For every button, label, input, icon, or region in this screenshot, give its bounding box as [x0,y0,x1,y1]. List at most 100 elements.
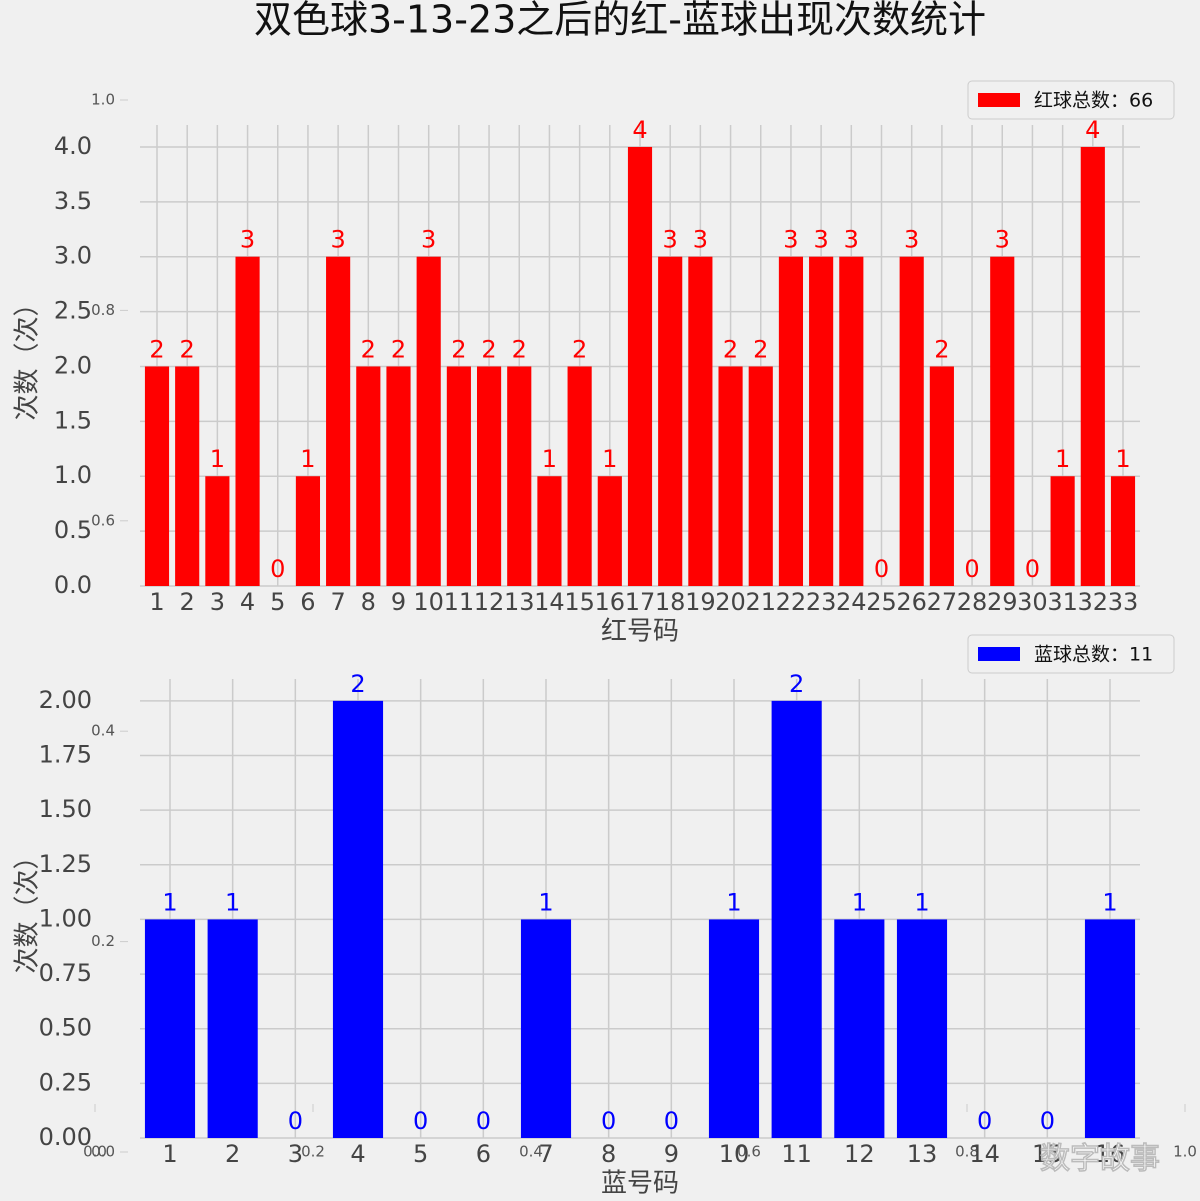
bar [386,366,411,586]
bar [356,366,381,586]
bar [990,256,1015,586]
bar [144,919,196,1138]
y-tick-label: 1.25 [39,850,92,878]
bar [205,476,230,586]
data-label: 3 [421,226,436,254]
x-tick-label: 8 [361,588,376,616]
x-tick-label: 12 [474,588,505,616]
bar [416,256,441,586]
y-axis-label: 次数（次） [13,290,43,420]
y-tick-label: 0.0 [54,571,92,599]
bg-y-tick-label: 0.2 [91,932,115,950]
data-label: 2 [572,335,587,363]
bar [207,919,258,1138]
data-label: 3 [904,226,919,254]
bar [1080,146,1105,586]
x-tick-label: 21 [745,588,776,616]
data-label: 3 [693,226,708,254]
x-tick-label: 30 [1017,588,1048,616]
bar [597,476,622,586]
data-label: 1 [726,888,741,916]
x-tick-label: 16 [595,588,626,616]
bar [748,366,773,586]
x-tick-label: 6 [300,588,315,616]
bg-y-tick-label: 0.4 [91,722,115,740]
data-label: 1 [1115,445,1130,473]
data-label: 3 [663,226,678,254]
x-tick-label: 28 [957,588,988,616]
x-tick-label: 1 [162,1140,177,1168]
y-tick-label: 3.0 [54,242,92,270]
bar [718,366,743,586]
data-label: 3 [240,226,255,254]
y-axis-label: 次数（次） [13,843,43,973]
legend-box [967,80,1175,120]
x-tick-label: 16 [1095,1140,1126,1168]
x-tick-label: 31 [1047,588,1078,616]
y-tick-label: 3.5 [54,187,92,215]
x-tick-label: 18 [655,588,686,616]
x-tick-label: 13 [504,588,535,616]
bar [175,366,200,586]
bar [235,256,260,586]
bg-y-tick-label: 0.0 [91,1143,115,1161]
x-tick-label: 22 [776,588,807,616]
x-tick-label: 23 [806,588,837,616]
data-label: 2 [361,335,376,363]
data-label: 1 [602,445,617,473]
bar [778,256,804,586]
x-tick-label: 15 [1032,1140,1063,1168]
y-tick-label: 1.75 [39,741,92,769]
y-tick-label: 1.00 [39,904,92,932]
y-tick-label: 0.75 [39,959,92,987]
x-tick-label: 25 [866,588,897,616]
bar [507,366,532,586]
data-label: 1 [225,888,240,916]
x-tick-label: 6 [476,1140,491,1168]
x-tick-label: 3 [210,588,225,616]
bar [771,700,822,1138]
x-tick-label: 7 [330,588,345,616]
data-label: 2 [391,335,406,363]
x-tick-label: 15 [564,588,595,616]
bar [446,366,471,586]
data-label: 3 [995,226,1010,254]
bar [627,146,653,586]
x-tick-label: 5 [413,1140,428,1168]
x-tick-label: 13 [907,1140,938,1168]
y-tick-label: 0.00 [39,1123,92,1151]
y-tick-label: 2.5 [54,297,92,325]
bar [708,919,760,1138]
bar [567,366,592,586]
x-tick-label: 5 [270,588,285,616]
x-tick-label: 24 [836,588,867,616]
data-label: 0 [1040,1107,1055,1135]
watermark: 数字故事 [1040,1142,1160,1177]
y-tick-label: 1.5 [54,406,92,434]
legend-swatch [978,647,1020,661]
bar [476,366,502,586]
data-label: 2 [180,335,195,363]
x-tick-label: 29 [987,588,1018,616]
data-label: 1 [852,888,867,916]
data-label: 0 [270,555,285,583]
x-tick-label: 9 [664,1140,679,1168]
bar [658,256,683,586]
x-tick-label: 2 [225,1140,240,1168]
data-label: 1 [1055,445,1070,473]
x-tick-label: 11 [781,1140,812,1168]
bar [929,366,954,586]
x-tick-label: 11 [444,588,475,616]
bg-x-tick-label: 1.0 [1173,1143,1197,1161]
bar [1050,476,1075,586]
bg-y-tick-label: 1.0 [91,91,115,109]
data-label: 1 [300,445,315,473]
legend-label: 蓝球总数：11 [1034,644,1153,666]
x-tick-label: 33 [1108,588,1139,616]
x-tick-label: 12 [844,1140,875,1168]
bar [144,366,170,586]
x-tick-label: 4 [350,1140,365,1168]
bar [896,919,948,1138]
